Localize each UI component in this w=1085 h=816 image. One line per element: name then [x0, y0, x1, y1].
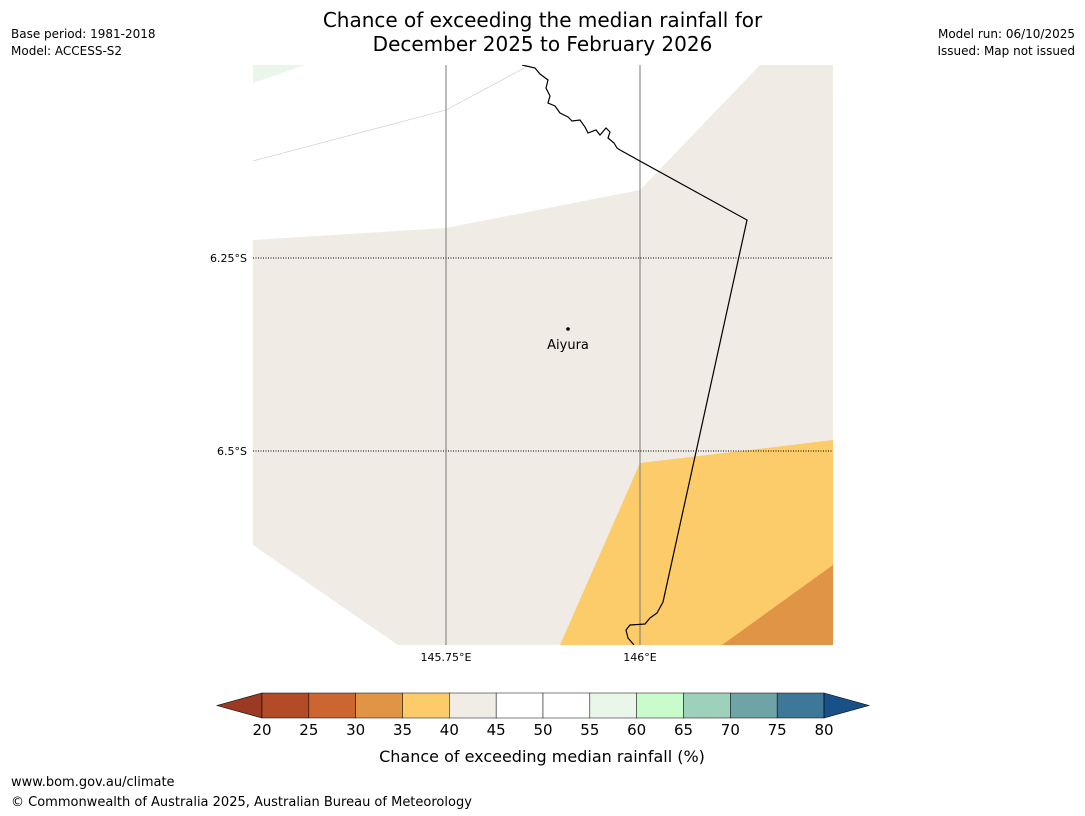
colorbar-tick-label: 40 — [440, 721, 459, 739]
footer-copyright: © Commonwealth of Australia 2025, Austra… — [11, 795, 472, 810]
lon-label-145-75: 145.75°E — [421, 651, 472, 664]
colorbar-tick-label: 55 — [580, 721, 599, 739]
location-marker[interactable] — [566, 327, 570, 331]
region-30-35 — [722, 565, 833, 645]
title-line-2: December 2025 to February 2026 — [372, 32, 713, 56]
footer-url[interactable]: www.bom.gov.au/climate — [11, 775, 175, 790]
colorbar-tick-label: 45 — [487, 721, 506, 739]
colorbar-tick-label: 65 — [674, 721, 693, 739]
colorbar-segment — [683, 692, 731, 719]
colorbar-tick-label: 60 — [627, 721, 646, 739]
map-title: Chance of exceeding the median rainfall … — [0, 8, 1085, 56]
colorbar: 20 25 30 35 40 45 50 55 60 65 70 75 80 Chance of exc… — [215, 692, 871, 766]
base-period: Base period: 1981-2018 — [11, 27, 156, 41]
colorbar-tick-label: 70 — [721, 721, 740, 739]
map-area[interactable]: Aiyura — [253, 65, 833, 645]
colorbar-tick-label: 50 — [533, 721, 552, 739]
colorbar-segment — [636, 692, 684, 719]
meta-right: Model run: 06/10/2025 Issued: Map not is… — [937, 26, 1075, 60]
colorbar-under-triangle — [215, 692, 263, 719]
colorbar-tick-label: 75 — [768, 721, 787, 739]
lat-label-6-5: 6.5°S — [217, 445, 247, 458]
colorbar-segment — [402, 692, 450, 719]
title-line-1: Chance of exceeding the median rainfall … — [322, 8, 763, 32]
model-run: Model run: 06/10/2025 — [937, 27, 1075, 41]
colorbar-tick-label: 20 — [252, 721, 271, 739]
lon-label-146: 146°E — [623, 651, 656, 664]
model-name: Model: ACCESS-S2 — [11, 44, 123, 58]
region-55-60 — [253, 65, 305, 83]
colorbar-label: Chance of exceeding median rainfall (%) — [379, 747, 705, 766]
colorbar-tick-label: 30 — [346, 721, 365, 739]
lat-label-6-25: 6.25°S — [210, 252, 247, 265]
colorbar-segment — [449, 692, 497, 719]
colorbar-tick-label: 80 — [814, 721, 833, 739]
issued-status: Issued: Map not issued — [937, 44, 1075, 58]
region-35-40 — [560, 440, 833, 645]
colorbar-segment — [776, 692, 825, 719]
meta-left: Base period: 1981-2018 Model: ACCESS-S2 — [11, 26, 156, 60]
colorbar-segment — [495, 692, 544, 719]
colorbar-over-triangle — [823, 692, 871, 719]
colorbar-segment — [355, 692, 403, 719]
border-line — [521, 65, 748, 645]
colorbar-segment — [261, 692, 310, 719]
colorbar-tick-label: 25 — [299, 721, 318, 739]
colorbar-segment — [542, 692, 591, 719]
colorbar-tick-label: 35 — [393, 721, 412, 739]
colorbar-segment — [308, 692, 356, 719]
location-label: Aiyura — [547, 338, 589, 353]
colorbar-segment — [589, 692, 637, 719]
colorbar-segment — [730, 692, 778, 719]
